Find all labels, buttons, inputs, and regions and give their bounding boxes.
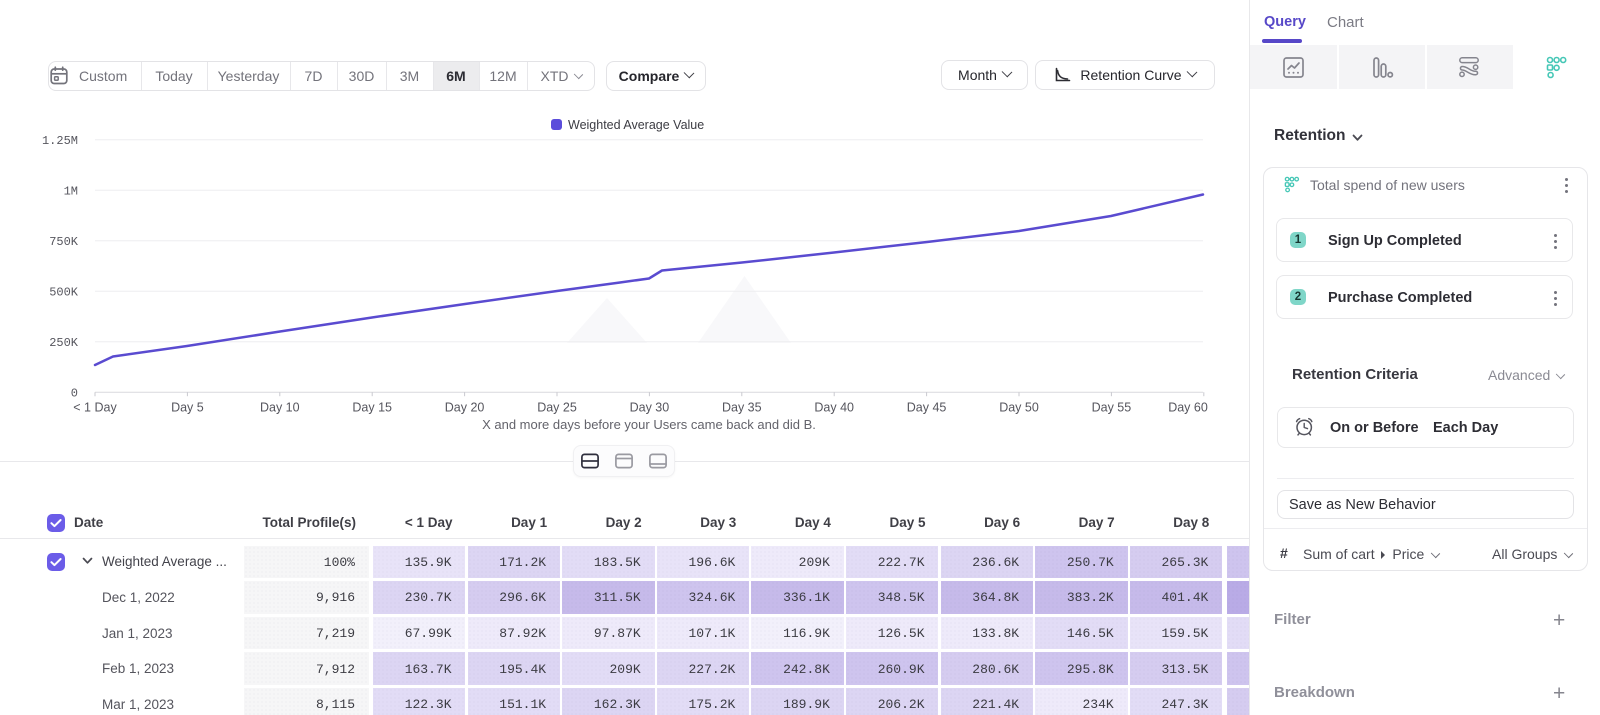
svg-text:Day 40: Day 40 — [814, 401, 854, 415]
svg-text:Day 45: Day 45 — [907, 401, 947, 415]
svg-text:Day 35: Day 35 — [722, 401, 762, 415]
svg-text:250K: 250K — [49, 336, 79, 350]
svg-text:< 1 Day: < 1 Day — [73, 401, 117, 415]
svg-text:Day 55: Day 55 — [1092, 401, 1132, 415]
svg-text:500K: 500K — [49, 286, 79, 300]
svg-text:750K: 750K — [49, 235, 79, 249]
svg-text:Day 25: Day 25 — [537, 401, 577, 415]
svg-text:1.25M: 1.25M — [42, 134, 78, 148]
svg-text:0: 0 — [71, 387, 78, 401]
svg-text:Day 60: Day 60 — [1168, 401, 1208, 415]
svg-text:1M: 1M — [64, 185, 78, 199]
svg-text:Day 20: Day 20 — [445, 401, 485, 415]
svg-text:Day 50: Day 50 — [999, 401, 1039, 415]
svg-text:Day 15: Day 15 — [352, 401, 392, 415]
svg-text:Day 10: Day 10 — [260, 401, 300, 415]
svg-text:Day 5: Day 5 — [171, 401, 204, 415]
svg-text:Day 30: Day 30 — [630, 401, 670, 415]
